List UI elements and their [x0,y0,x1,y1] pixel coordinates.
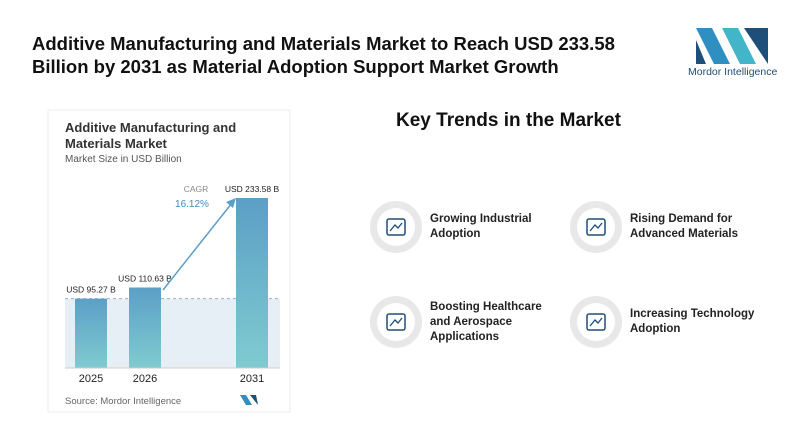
mini-logo [240,395,252,405]
trend-icon [586,313,606,331]
trend-icon [589,317,603,327]
bar [236,198,268,368]
chart-title: Additive Manufacturing and Materials Mar… [65,120,237,151]
bar [129,287,161,368]
trend-icon-inner [377,208,415,246]
trend-icon [386,313,406,331]
x-tick-label: 2031 [240,373,264,385]
trend-icon-inner [577,208,615,246]
x-tick-label: 2025 [79,373,103,385]
bar [75,298,107,368]
trend-text: Growing Industrial Adoption [430,213,532,240]
mini-logo [250,395,258,405]
x-tick-label: 2026 [133,373,157,385]
chart-subtitle: Market Size in USD Billion [65,154,182,165]
logo [696,28,768,64]
trend-icon [589,222,603,232]
trend-icon [586,218,606,236]
trend-text: Boosting Healthcare and Aerospace Applic… [430,300,542,343]
trend-icon [386,218,406,236]
trend-icon [389,222,403,232]
trend-text: Increasing Technology Adoption [630,308,755,335]
trend-icon [389,317,403,327]
arrow-head [226,198,236,208]
headline: Additive Manufacturing and Materials Mar… [32,33,615,77]
trend-icon-inner [577,303,615,341]
trends-title: Key Trends in the Market [396,110,621,131]
trend-icon-inner [377,303,415,341]
trend-text: Rising Demand for Advanced Materials [630,213,739,240]
value-label: USD 95.27 B [66,285,116,295]
cagr-value: 16.12% [175,199,209,210]
logo-text: Mordor Intelligence [688,66,778,78]
source: Source: Mordor Intelligence [65,396,181,407]
cagr-arrow [162,202,233,291]
cagr-label: CAGR [184,184,209,194]
value-label: USD 233.58 B [225,184,280,194]
value-label: USD 110.63 B [118,273,172,283]
